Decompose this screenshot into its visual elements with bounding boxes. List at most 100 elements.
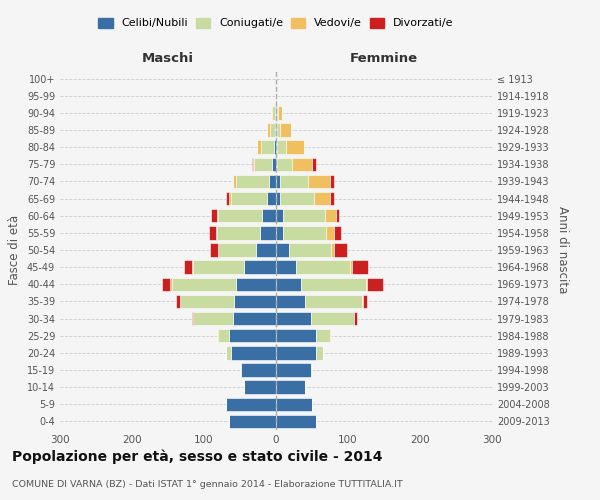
Bar (296, 260, 350, 274)
Bar (276, 380, 305, 394)
Bar (366, 278, 367, 291)
Bar (275, 124, 276, 136)
Bar (229, 192, 230, 205)
Bar (226, 398, 276, 411)
Bar (362, 294, 363, 308)
Bar (326, 226, 334, 239)
Bar (330, 192, 334, 205)
Bar (276, 312, 311, 326)
Bar (244, 260, 276, 274)
Bar (257, 140, 261, 154)
Bar (355, 312, 356, 326)
Bar (311, 312, 354, 326)
Bar (311, 364, 312, 376)
Bar (292, 158, 312, 171)
Bar (276, 174, 280, 188)
Bar (276, 398, 312, 411)
Bar (266, 124, 269, 136)
Bar (176, 294, 179, 308)
Bar (276, 158, 277, 171)
Bar (276, 140, 277, 154)
Bar (229, 414, 276, 428)
Bar (229, 329, 276, 342)
Text: Femmine: Femmine (350, 52, 418, 65)
Bar (312, 158, 316, 171)
Bar (280, 124, 291, 136)
Bar (170, 278, 172, 291)
Bar (354, 312, 355, 326)
Bar (244, 380, 276, 394)
Bar (216, 226, 217, 239)
Bar (276, 260, 296, 274)
Text: Popolazione per età, sesso e stato civile - 2014: Popolazione per età, sesso e stato civil… (12, 450, 383, 464)
Bar (350, 260, 352, 274)
Bar (286, 140, 304, 154)
Bar (276, 226, 283, 239)
Bar (275, 89, 276, 102)
Bar (330, 174, 334, 188)
Bar (325, 209, 336, 222)
Bar (211, 244, 218, 256)
Bar (218, 209, 262, 222)
Bar (277, 124, 280, 136)
Bar (367, 278, 383, 291)
Bar (301, 278, 366, 291)
Bar (280, 174, 308, 188)
Bar (314, 192, 330, 205)
Bar (330, 329, 331, 342)
Bar (283, 209, 325, 222)
Bar (305, 294, 362, 308)
Bar (251, 158, 253, 171)
Bar (277, 158, 292, 171)
Bar (266, 192, 276, 205)
Bar (275, 106, 276, 120)
Bar (276, 192, 280, 205)
Bar (276, 364, 311, 376)
Bar (262, 209, 276, 222)
Bar (331, 244, 334, 256)
Bar (193, 260, 244, 274)
Bar (209, 226, 216, 239)
Bar (233, 174, 236, 188)
Bar (240, 364, 241, 376)
Bar (233, 312, 276, 326)
Bar (276, 329, 316, 342)
Bar (272, 106, 275, 120)
Bar (271, 106, 272, 120)
Text: COMUNE DI VARNA (BZ) - Dati ISTAT 1° gennaio 2014 - Elaborazione TUTTITALIA.IT: COMUNE DI VARNA (BZ) - Dati ISTAT 1° gen… (12, 480, 403, 489)
Bar (254, 158, 272, 171)
Bar (172, 278, 236, 291)
Bar (193, 312, 233, 326)
Bar (234, 294, 276, 308)
Bar (276, 294, 305, 308)
Bar (280, 192, 314, 205)
Bar (218, 244, 256, 256)
Bar (230, 192, 266, 205)
Bar (276, 124, 277, 136)
Bar (316, 329, 330, 342)
Legend: Celibi/Nubili, Coniugati/e, Vedovi/e, Divorzati/e: Celibi/Nubili, Coniugati/e, Vedovi/e, Di… (98, 18, 454, 28)
Bar (289, 244, 331, 256)
Bar (276, 209, 283, 222)
Bar (276, 278, 301, 291)
Bar (232, 346, 276, 360)
Bar (241, 364, 276, 376)
Bar (336, 209, 340, 222)
Bar (276, 244, 289, 256)
Bar (269, 124, 275, 136)
Bar (276, 89, 277, 102)
Bar (217, 329, 218, 342)
Bar (211, 209, 217, 222)
Bar (283, 226, 326, 239)
Bar (236, 278, 276, 291)
Bar (236, 174, 269, 188)
Bar (308, 174, 330, 188)
Y-axis label: Anni di nascita: Anni di nascita (556, 206, 569, 294)
Bar (217, 226, 260, 239)
Bar (277, 106, 278, 120)
Bar (274, 140, 276, 154)
Text: Maschi: Maschi (142, 52, 194, 65)
Bar (256, 244, 276, 256)
Bar (260, 226, 276, 239)
Y-axis label: Fasce di età: Fasce di età (8, 215, 21, 285)
